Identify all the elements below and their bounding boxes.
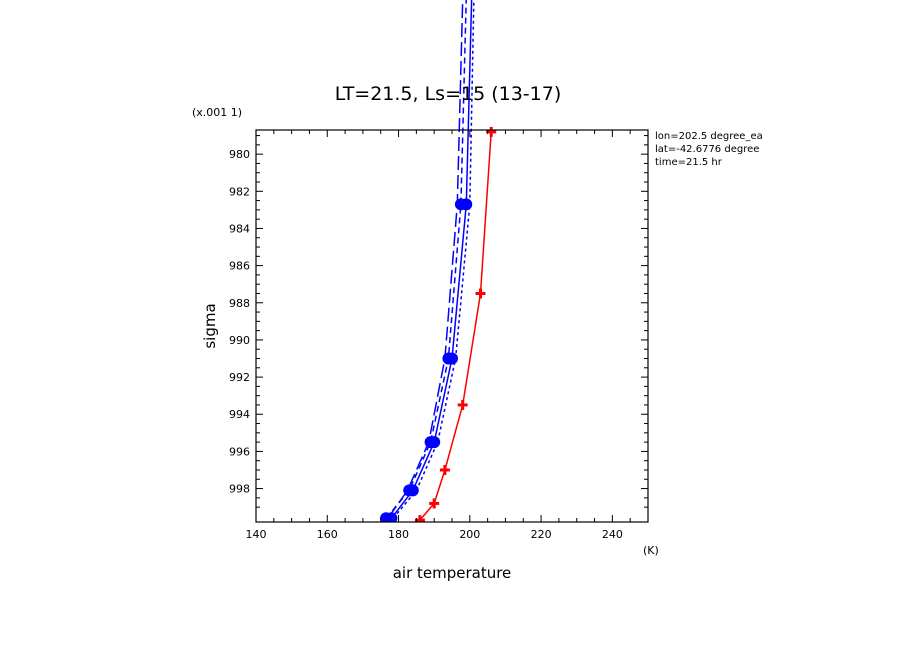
x-tick-label: 180 (388, 528, 409, 541)
x-tick-label: 220 (531, 528, 552, 541)
series-line (385, 0, 467, 519)
plot-content (380, 0, 497, 522)
y-tick-label: 990 (229, 334, 250, 347)
y-tick-label: 992 (229, 371, 250, 384)
x-tick-label: 140 (246, 528, 267, 541)
chart-title: LT=21.5, Ls=15 (13-17) (335, 83, 562, 105)
x-tick-label: 160 (317, 528, 338, 541)
y-tick-label: 996 (229, 445, 250, 458)
x-axis-label: air temperature (393, 564, 512, 582)
y-tick-label: 994 (229, 408, 250, 421)
info-time: time=21.5 hr (655, 157, 723, 168)
x-unit-label: (K) (643, 544, 659, 557)
axes: 140 160 180 200 220 240 980 982 984 986 988 990 992 9… (229, 130, 649, 541)
y-scale-label: (x.001 1) (192, 106, 242, 119)
series-3 (387, 0, 464, 519)
series-2 (380, 0, 467, 522)
x-tick-label: 240 (602, 528, 623, 541)
x-tick-label: 200 (459, 528, 480, 541)
y-tick-label: 982 (229, 185, 250, 198)
y-tick-label: 980 (229, 148, 250, 161)
series-line (419, 131, 492, 521)
series-line (387, 0, 464, 519)
series-line (392, 0, 475, 519)
y-tick-label: 988 (229, 297, 250, 310)
y-axis-label: sigma (201, 303, 219, 348)
y-tick-label: 984 (229, 222, 250, 235)
series-0 (414, 126, 497, 522)
info-lon: lon=202.5 degree_ea (655, 131, 763, 142)
y-tick-label: 998 (229, 483, 250, 496)
info-lat: lat=-42.6776 degree (655, 144, 759, 155)
y-tick-label: 986 (229, 260, 250, 273)
data-point (380, 512, 393, 522)
plot-frame (255, 129, 649, 523)
series-4 (392, 0, 475, 519)
